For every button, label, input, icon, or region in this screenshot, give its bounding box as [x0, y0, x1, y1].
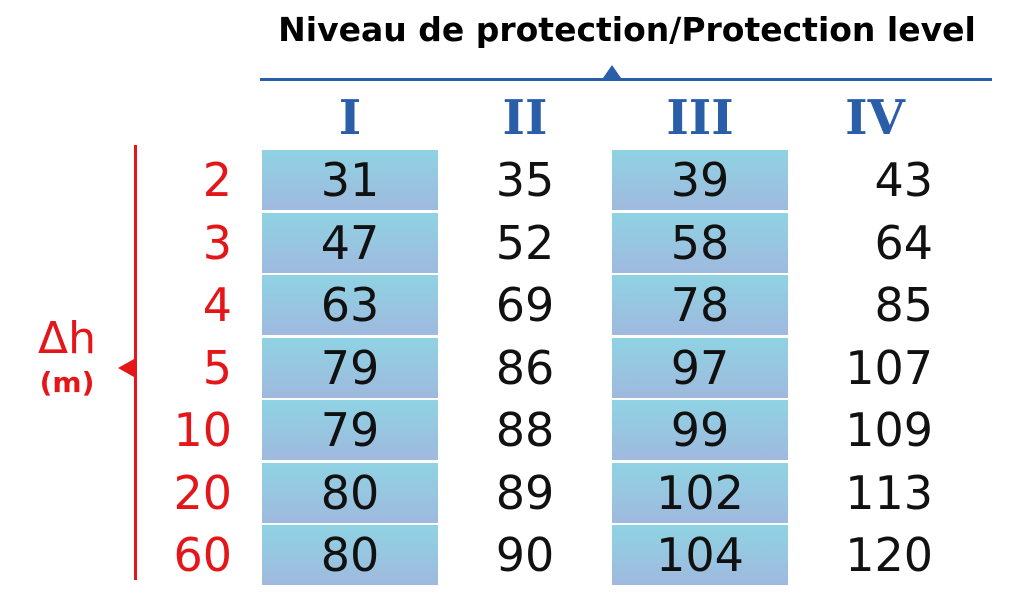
column-header-3: III — [666, 90, 734, 146]
header-divider — [260, 78, 992, 81]
table-cell: 104 — [612, 525, 788, 585]
table-cell: 80 — [262, 463, 438, 523]
row-label: 10 — [173, 403, 232, 457]
table-cell: 47 — [262, 213, 438, 273]
row-label: 3 — [202, 216, 232, 270]
table-cell: 63 — [262, 275, 438, 335]
table-cell: 102 — [612, 463, 788, 523]
column-header-4: IV — [845, 90, 905, 146]
row-label: 20 — [173, 466, 232, 520]
table-cell: 79 — [262, 338, 438, 398]
table-cell: 99 — [612, 400, 788, 460]
row-label: 2 — [202, 153, 232, 207]
table-cell: 88 — [495, 403, 555, 457]
table-cell: 52 — [495, 216, 555, 270]
table-cell: 86 — [495, 341, 555, 395]
header-arrow-icon — [603, 65, 621, 78]
table-cell: 35 — [495, 153, 555, 207]
table-cell: 43 — [874, 153, 933, 207]
table-cell: 120 — [845, 528, 933, 582]
table-cell: 31 — [262, 150, 438, 210]
row-label: 4 — [202, 278, 232, 332]
row-label: 60 — [173, 528, 232, 582]
table-cell: 69 — [495, 278, 555, 332]
row-label: 5 — [202, 341, 232, 395]
table-cell: 80 — [262, 525, 438, 585]
column-header-1: I — [338, 90, 362, 146]
axis-line — [134, 145, 137, 580]
column-header-2: II — [502, 90, 548, 146]
table-cell: 89 — [495, 466, 555, 520]
table-cell: 79 — [262, 400, 438, 460]
table-cell: 78 — [612, 275, 788, 335]
table-cell: 109 — [845, 403, 933, 457]
table-cell: 113 — [845, 466, 933, 520]
axis-arrow-icon — [118, 359, 134, 377]
table-title: Niveau de protection/Protection level — [278, 10, 976, 49]
table-cell: 58 — [612, 213, 788, 273]
table-cell: 39 — [612, 150, 788, 210]
table-cell: 64 — [874, 216, 933, 270]
table-cell: 107 — [845, 341, 933, 395]
table-cell: 85 — [874, 278, 933, 332]
table-cell: 90 — [495, 528, 555, 582]
axis-unit: (m) — [39, 366, 95, 399]
axis-symbol: Δh — [38, 313, 96, 364]
table-cell: 97 — [612, 338, 788, 398]
